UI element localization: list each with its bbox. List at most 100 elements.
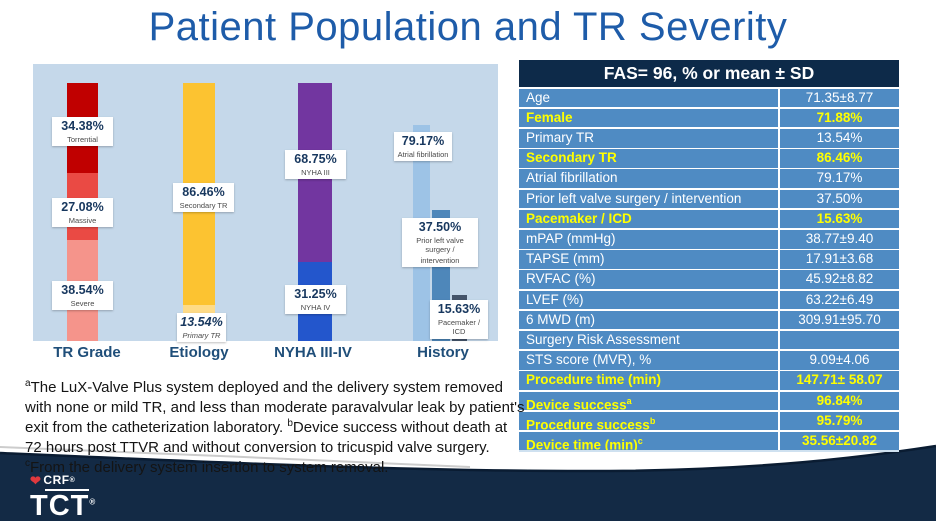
name-pacemaker-icd: Pacemaker / ICD xyxy=(437,317,481,337)
row-label: Atrial fibrillation xyxy=(519,169,778,188)
label-massive: 27.08% Massive xyxy=(52,198,113,228)
row-label-text: Surgery Risk Assessment xyxy=(526,331,680,347)
row-value: 15.63% xyxy=(780,209,899,229)
fas-table-body: Age 71.35±8.77 Female 71.88% Primary TR 13.… xyxy=(519,88,899,453)
row-label: RVFAC (%) xyxy=(519,270,778,289)
row-label-text: 6 MWD (m) xyxy=(526,311,595,327)
label-pacemaker-icd: 15.63% Pacemaker / ICD xyxy=(430,300,488,339)
row-label-text: Procedure success xyxy=(526,417,650,431)
value-atrial-fibrillation: 79.17% xyxy=(401,134,445,148)
crf-tct-logo: ❤ CRF ® TCT® xyxy=(30,473,96,521)
table-row: 6 MWD (m) 309.91±95.70 xyxy=(519,310,899,330)
fas-table: FAS= 96, % or mean ± SD Age 71.35±8.77 Fe… xyxy=(519,60,899,453)
label-nyha-iv: 31.25% NYHA IV xyxy=(285,285,346,315)
row-label: TAPSE (mm) xyxy=(519,250,778,269)
row-label-text: Procedure time (min) xyxy=(526,372,662,388)
crf-registered-mark: ® xyxy=(69,476,76,484)
table-row: RVFAC (%) 45.92±8.82 xyxy=(519,270,899,289)
table-row: Device successa 96.84% xyxy=(519,391,899,410)
row-label: LVEF (%) xyxy=(519,290,778,310)
row-value: 71.35±8.77 xyxy=(780,88,899,108)
value-primary-tr: 13.54% xyxy=(180,315,223,329)
tct-registered-mark: ® xyxy=(89,497,97,507)
row-label: Primary TR xyxy=(519,129,778,148)
row-value: 9.09±4.06 xyxy=(780,351,899,370)
value-nyha-iv: 31.25% xyxy=(294,287,337,301)
fas-table-header: FAS= 96, % or mean ± SD xyxy=(519,60,899,87)
footnote-sup-c: c xyxy=(25,458,30,469)
row-value: 45.92±8.82 xyxy=(780,270,899,289)
page-title: Patient Population and TR Severity xyxy=(148,5,788,49)
category-etiology: Etiology xyxy=(169,344,229,361)
row-label-text: STS score (MVR), % xyxy=(526,352,652,368)
row-label-text: Pacemaker / ICD xyxy=(526,210,632,226)
table-row: Secondary TR 86.46% xyxy=(519,149,899,168)
table-row: Procedure time (min) 147.71± 58.07 xyxy=(519,371,899,390)
row-label: Female xyxy=(519,108,778,128)
row-label-sup: c xyxy=(637,435,643,446)
row-value: 37.50% xyxy=(780,189,899,209)
table-row: Pacemaker / ICD 15.63% xyxy=(519,209,899,229)
value-prior-left-valve-surgery: 37.50% xyxy=(418,220,462,234)
label-atrial-fibrillation: 79.17% Atrial fibrillation xyxy=(394,132,452,162)
row-label: Procedure time (min) xyxy=(519,371,778,390)
row-value: 309.91±95.70 xyxy=(780,310,899,330)
label-nyha-iii: 68.75% NYHA III xyxy=(285,150,346,180)
table-row: STS score (MVR), % 9.09±4.06 xyxy=(519,351,899,370)
row-label-text: LVEF (%) xyxy=(526,291,584,307)
footnote: aThe LuX-Valve Plus system deployed and … xyxy=(25,377,525,478)
row-label: Surgery Risk Assessment xyxy=(519,330,778,350)
row-label-text: RVFAC (%) xyxy=(526,271,596,287)
row-label: Prior left valve surgery / intervention xyxy=(519,189,778,209)
row-label-text: mPAP (mmHg) xyxy=(526,231,616,246)
row-label: Device time (min)c xyxy=(519,431,778,451)
category-tr-grade: TR Grade xyxy=(53,344,121,361)
row-value: 86.46% xyxy=(780,149,899,168)
row-label-text: Device time (min) xyxy=(526,437,638,451)
crf-wordmark: ❤ CRF ® xyxy=(30,473,96,487)
row-label-text: Device success xyxy=(526,397,627,410)
row-label-text: TAPSE (mm) xyxy=(526,251,605,267)
name-secondary-tr: Secondary TR xyxy=(179,200,228,210)
label-secondary-tr: 86.46% Secondary TR xyxy=(173,183,234,213)
table-row: Primary TR 13.54% xyxy=(519,129,899,148)
value-secondary-tr: 86.46% xyxy=(182,185,225,199)
row-label: Procedure successb xyxy=(519,411,778,431)
row-value: 35.56±20.82 xyxy=(780,431,899,451)
row-value: 38.77±9.40 xyxy=(780,230,899,249)
row-value: 63.22±6.49 xyxy=(780,290,899,310)
row-value xyxy=(780,330,899,350)
table-row: Procedure successb 95.79% xyxy=(519,411,899,431)
row-label-text: Atrial fibrillation xyxy=(526,170,618,186)
heart-icon: ❤ xyxy=(30,472,42,488)
label-prior-left-valve-surgery: 37.50% Prior left valve surgery / interv… xyxy=(402,218,478,267)
footnote-text-a: The LuX-Valve Plus system deployed and t… xyxy=(25,379,525,436)
name-atrial-fibrillation: Atrial fibrillation xyxy=(397,149,449,159)
value-torrential: 34.38% xyxy=(61,119,104,133)
row-label-sup: a xyxy=(626,395,632,406)
name-torrential: Torrential xyxy=(67,134,98,144)
category-history: History xyxy=(417,344,469,361)
row-label-text: Female xyxy=(526,109,573,125)
crf-text: CRF xyxy=(43,473,70,487)
table-row: Age 71.35±8.77 xyxy=(519,88,899,108)
table-row: Surgery Risk Assessment xyxy=(519,330,899,350)
row-label: Secondary TR xyxy=(519,149,778,168)
row-label: STS score (MVR), % xyxy=(519,351,778,370)
row-value: 13.54% xyxy=(780,129,899,148)
tct-wordmark: TCT® xyxy=(30,492,96,521)
row-label-text: Age xyxy=(526,89,551,105)
label-primary-tr: 13.54% Primary TR xyxy=(177,313,226,343)
row-value: 17.91±3.68 xyxy=(780,250,899,269)
footnote-sup-a: a xyxy=(25,378,31,389)
row-value: 71.88% xyxy=(780,108,899,128)
category-nyha: NYHA III-IV xyxy=(274,344,352,361)
name-prior-left-valve-surgery-2: intervention xyxy=(420,255,460,265)
tct-text: TCT xyxy=(30,490,90,522)
label-torrential: 34.38% Torrential xyxy=(52,117,113,147)
row-value: 96.84% xyxy=(780,391,899,410)
footnote-text-b: Device success without death at 72 hours… xyxy=(25,419,508,456)
bar-chart-panel: 34.38% Torrential 27.08% Massive 38.54% … xyxy=(33,64,498,343)
value-massive: 27.08% xyxy=(61,200,104,214)
